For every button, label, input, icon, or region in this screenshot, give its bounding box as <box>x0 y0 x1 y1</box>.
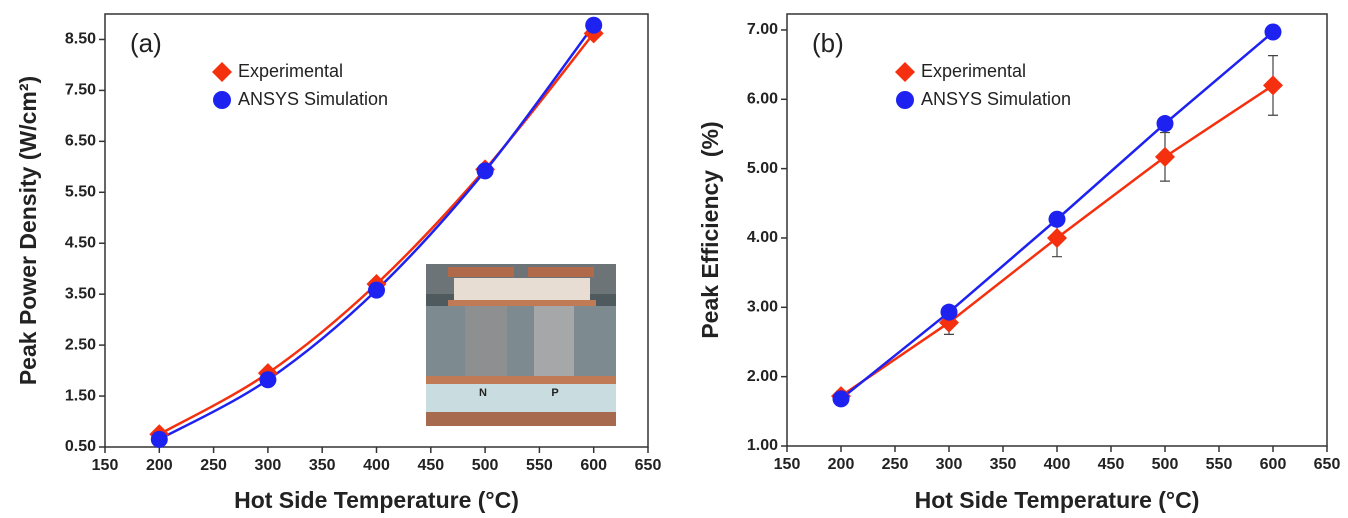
x-tick-label: 200 <box>146 457 173 474</box>
y-tick-label: 1.50 <box>65 387 96 404</box>
circle-marker <box>368 281 385 299</box>
x-tick-label: 400 <box>363 457 390 474</box>
circle-marker <box>585 16 603 34</box>
inset-label: N <box>479 387 487 399</box>
x-tick-label: 450 <box>1098 456 1125 473</box>
circle-marker <box>259 371 277 389</box>
circle-marker <box>1156 115 1174 133</box>
x-tick-label: 150 <box>774 456 801 473</box>
circle-marker <box>150 430 168 448</box>
legend-marker <box>213 91 231 109</box>
inset-photo <box>426 264 616 426</box>
x-tick-label: 250 <box>882 456 909 473</box>
circle-marker <box>832 390 850 408</box>
y-tick-label: 4.00 <box>747 229 778 246</box>
x-tick-label: 500 <box>1152 456 1179 473</box>
circle-marker <box>1264 23 1282 41</box>
legend-marker <box>212 62 232 82</box>
circle-marker <box>1048 210 1066 228</box>
x-axis-title: Hot Side Temperature (°C) <box>234 487 519 513</box>
x-tick-label: 650 <box>635 457 662 474</box>
x-tick-label: 650 <box>1314 456 1341 473</box>
x-tick-label: 300 <box>255 457 282 474</box>
x-tick-label: 600 <box>580 457 607 474</box>
y-tick-label: 2.00 <box>747 368 778 385</box>
y-tick-label: 4.50 <box>65 234 96 251</box>
x-tick-label: 150 <box>92 457 119 474</box>
circle-marker <box>940 303 958 321</box>
circle-marker <box>476 162 494 180</box>
legend-label: Experimental <box>921 61 1026 81</box>
x-tick-label: 400 <box>1044 456 1071 473</box>
x-tick-label: 600 <box>1260 456 1287 473</box>
y-tick-label: 5.00 <box>747 160 778 177</box>
diamond-marker <box>1155 146 1175 167</box>
y-tick-label: 0.50 <box>65 438 96 455</box>
y-tick-label: 1.00 <box>747 437 778 454</box>
diamond-marker <box>1263 75 1283 96</box>
x-tick-label: 300 <box>936 456 963 473</box>
x-tick-label: 350 <box>990 456 1017 473</box>
legend-marker <box>895 62 915 82</box>
y-axis-title: Peak Power Density (W/cm²) <box>15 76 41 385</box>
y-tick-label: 7.50 <box>65 82 96 99</box>
x-tick-label: 550 <box>526 457 553 474</box>
panel-label: (a) <box>130 28 162 58</box>
y-tick-label: 6.50 <box>65 133 96 150</box>
legend-label: ANSYS Simulation <box>238 89 388 109</box>
y-tick-label: 6.00 <box>747 91 778 108</box>
y-tick-label: 8.50 <box>65 31 96 48</box>
x-tick-label: 350 <box>309 457 336 474</box>
diamond-marker <box>1047 227 1067 248</box>
y-tick-label: 5.50 <box>65 184 96 201</box>
legend-label: Experimental <box>238 61 343 81</box>
x-tick-label: 500 <box>472 457 499 474</box>
x-tick-label: 450 <box>417 457 444 474</box>
panel-label: (b) <box>812 28 844 58</box>
x-tick-label: 200 <box>828 456 855 473</box>
legend-marker <box>896 91 914 109</box>
y-tick-label: 3.50 <box>65 285 96 302</box>
y-tick-label: 3.00 <box>747 299 778 316</box>
x-tick-label: 550 <box>1206 456 1233 473</box>
x-axis-title: Hot Side Temperature (°C) <box>915 487 1200 513</box>
x-tick-label: 250 <box>200 457 227 474</box>
inset-label: P <box>551 387 558 399</box>
y-tick-label: 2.50 <box>65 336 96 353</box>
legend-label: ANSYS Simulation <box>921 89 1071 109</box>
y-axis-title: Peak Efficiency (%) <box>697 121 723 338</box>
y-tick-label: 7.00 <box>747 21 778 38</box>
